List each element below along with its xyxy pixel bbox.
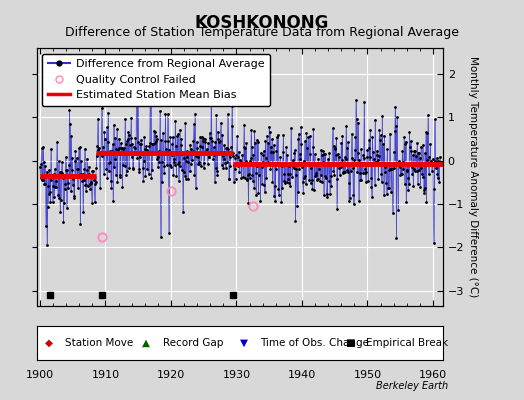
Text: ■: ■ xyxy=(345,338,355,348)
Text: 1950: 1950 xyxy=(353,370,381,380)
Text: KOSHKONONG: KOSHKONONG xyxy=(195,14,329,32)
Text: ◆: ◆ xyxy=(45,338,53,348)
Legend: Difference from Regional Average, Quality Control Failed, Estimated Station Mean: Difference from Regional Average, Qualit… xyxy=(42,54,270,106)
Text: 1930: 1930 xyxy=(222,370,250,380)
Text: 1920: 1920 xyxy=(157,370,185,380)
Text: 1900: 1900 xyxy=(26,370,54,380)
Y-axis label: Monthly Temperature Anomaly Difference (°C): Monthly Temperature Anomaly Difference (… xyxy=(468,56,478,298)
Text: Station Move: Station Move xyxy=(65,338,133,348)
Text: ▲: ▲ xyxy=(143,338,150,348)
Text: Berkeley Earth: Berkeley Earth xyxy=(376,381,448,391)
Text: 1940: 1940 xyxy=(288,370,316,380)
Text: Difference of Station Temperature Data from Regional Average: Difference of Station Temperature Data f… xyxy=(65,26,459,39)
Text: Record Gap: Record Gap xyxy=(162,338,223,348)
Text: 1960: 1960 xyxy=(419,370,447,380)
Text: 1910: 1910 xyxy=(91,370,119,380)
Text: Time of Obs. Change: Time of Obs. Change xyxy=(260,338,369,348)
Text: ▼: ▼ xyxy=(239,338,248,348)
Text: Empirical Break: Empirical Break xyxy=(366,338,447,348)
